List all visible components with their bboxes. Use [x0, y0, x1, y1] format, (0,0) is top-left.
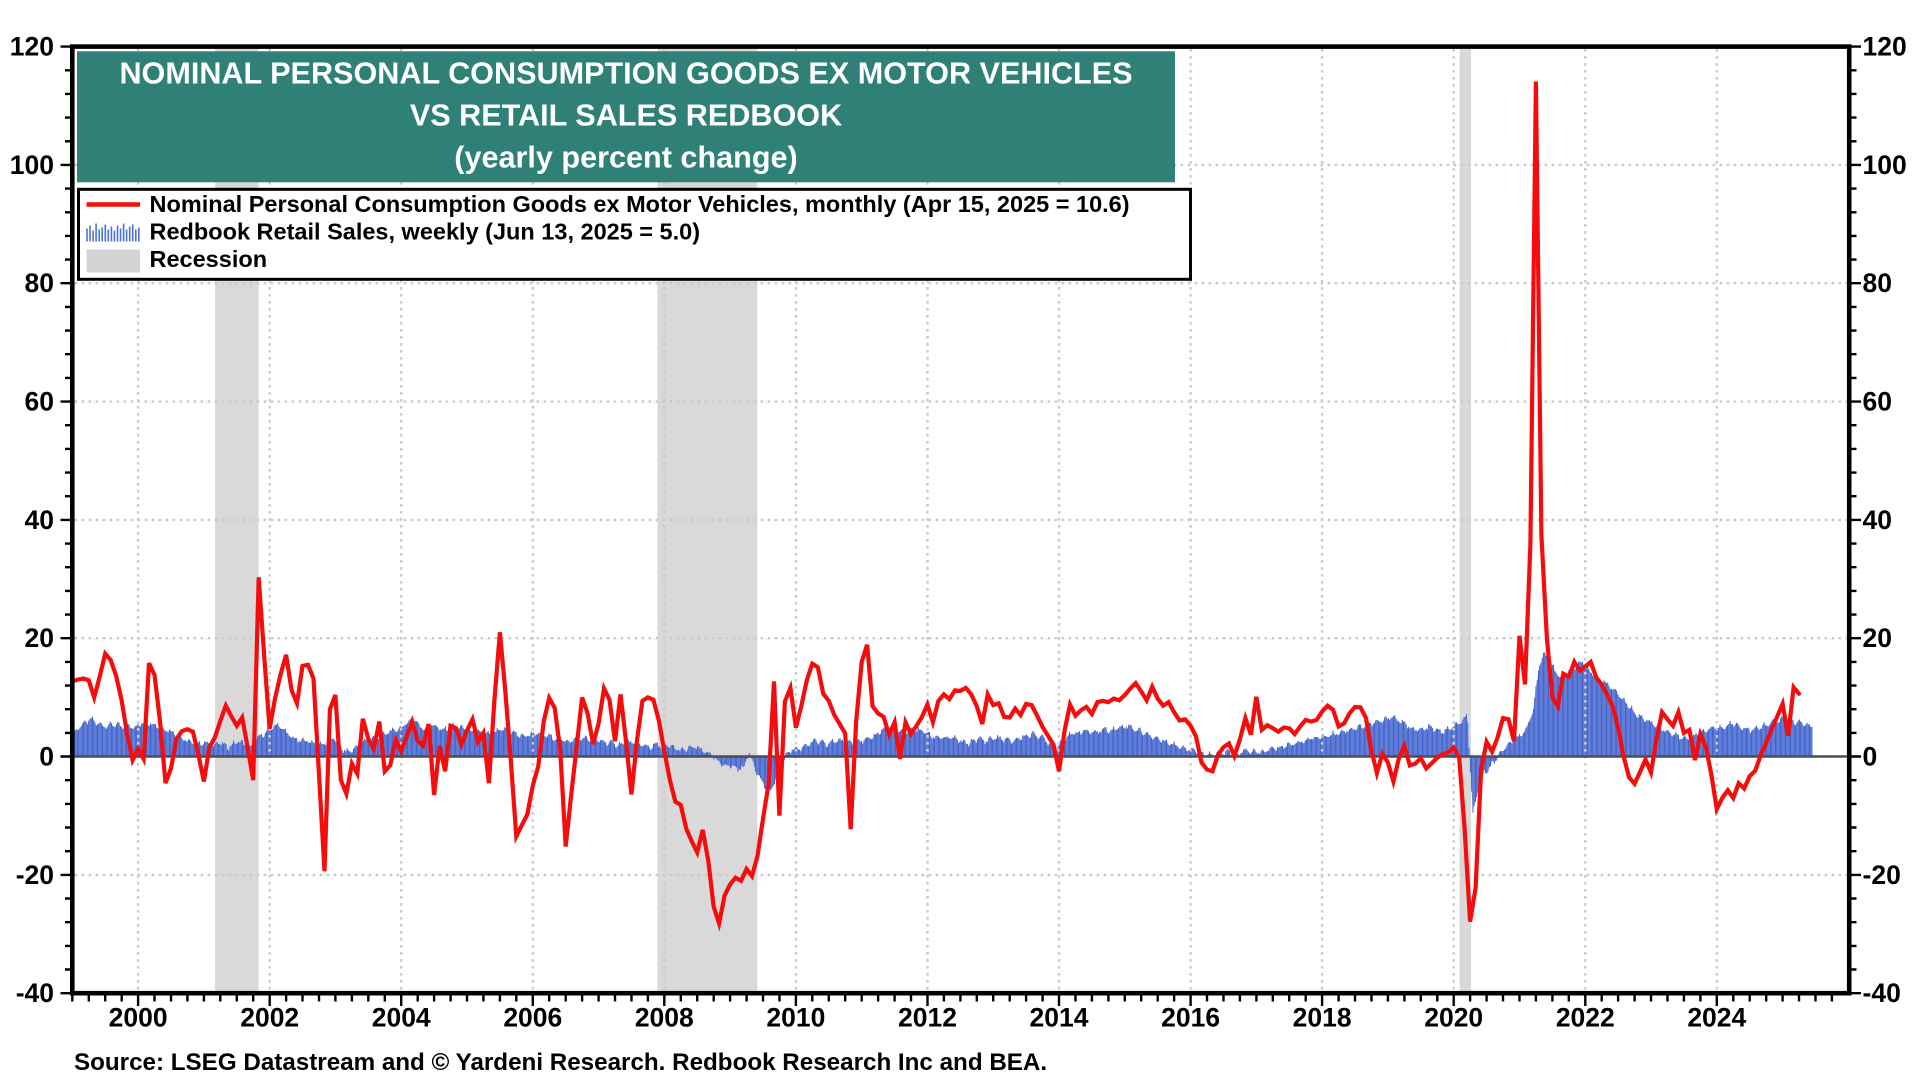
- svg-text:2002: 2002: [240, 1003, 299, 1033]
- svg-text:Redbook Retail Sales, weekly (: Redbook Retail Sales, weekly (Jun 13, 20…: [150, 219, 701, 245]
- svg-text:60: 60: [25, 387, 54, 417]
- svg-text:100: 100: [10, 150, 54, 180]
- svg-text:2022: 2022: [1556, 1003, 1615, 1033]
- svg-text:NOMINAL PERSONAL CONSUMPTION G: NOMINAL PERSONAL CONSUMPTION GOODS EX MO…: [119, 57, 1132, 91]
- svg-text:-20: -20: [1863, 860, 1901, 890]
- svg-text:0: 0: [1863, 742, 1878, 772]
- svg-text:2000: 2000: [109, 1003, 168, 1033]
- svg-text:-40: -40: [1863, 978, 1901, 1008]
- svg-text:-20: -20: [16, 860, 54, 890]
- svg-text:40: 40: [1863, 505, 1892, 535]
- svg-text:2018: 2018: [1293, 1003, 1352, 1033]
- svg-text:2016: 2016: [1161, 1003, 1220, 1033]
- svg-text:80: 80: [25, 268, 54, 298]
- svg-text:2006: 2006: [503, 1003, 562, 1033]
- svg-text:2014: 2014: [1030, 1003, 1089, 1033]
- svg-text:20: 20: [25, 623, 54, 653]
- svg-text:2008: 2008: [635, 1003, 694, 1033]
- svg-text:40: 40: [25, 505, 54, 535]
- svg-text:120: 120: [1863, 32, 1907, 62]
- svg-text:Recession: Recession: [150, 246, 268, 272]
- svg-text:Source: LSEG Datastream and ©: Source: LSEG Datastream and © Yardeni Re…: [74, 1049, 1047, 1076]
- svg-text:Nominal Personal Consumption G: Nominal Personal Consumption Goods ex Mo…: [150, 191, 1130, 217]
- svg-text:80: 80: [1863, 268, 1892, 298]
- svg-text:20: 20: [1863, 623, 1892, 653]
- svg-text:2024: 2024: [1687, 1003, 1746, 1033]
- svg-text:100: 100: [1863, 150, 1907, 180]
- svg-text:VS RETAIL SALES REDBOOK: VS RETAIL SALES REDBOOK: [410, 99, 842, 133]
- svg-text:2012: 2012: [898, 1003, 957, 1033]
- svg-text:2004: 2004: [372, 1003, 431, 1033]
- svg-text:(yearly percent change): (yearly percent change): [454, 141, 797, 175]
- svg-text:2020: 2020: [1424, 1003, 1483, 1033]
- svg-text:0: 0: [39, 742, 54, 772]
- svg-text:-40: -40: [16, 978, 54, 1008]
- svg-text:2010: 2010: [766, 1003, 825, 1033]
- svg-text:60: 60: [1863, 387, 1892, 417]
- svg-text:120: 120: [10, 32, 54, 62]
